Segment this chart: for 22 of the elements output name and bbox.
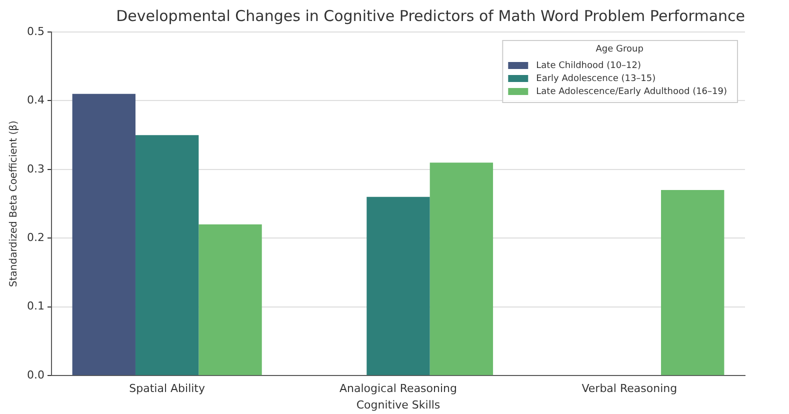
y-tick-label: 0.3 — [26, 162, 44, 176]
y-tick-label: 0.5 — [26, 24, 44, 38]
bar — [366, 196, 430, 376]
bar — [72, 94, 136, 376]
chart-title: Developmental Changes in Cognitive Predictors of Math Word Problem Performance — [116, 6, 745, 25]
x-axis-title: Cognitive Skills — [356, 398, 440, 412]
x-tick-label: Verbal Reasoning — [582, 382, 678, 396]
legend-label: Late Childhood (10–12) — [536, 60, 642, 71]
y-axis-title: Standardized Beta Coefficient (β) — [8, 120, 20, 288]
y-tick-label: 0.2 — [26, 231, 44, 244]
bar — [135, 135, 199, 376]
bar — [430, 162, 494, 376]
y-tick-label: 0.0 — [26, 368, 44, 382]
bar — [661, 190, 724, 376]
legend-title: Age Group — [596, 44, 644, 54]
x-tick-label: Spatial Ability — [129, 382, 206, 396]
legend-label: Late Adolescence/Early Adulthood (16–19) — [536, 86, 727, 97]
x-tick-label: Analogical Reasoning — [339, 382, 458, 396]
bar — [198, 224, 262, 376]
legend-label: Early Adolescence (13–15) — [536, 74, 656, 84]
y-tick-label: 0.4 — [26, 94, 44, 107]
y-tick-label: 0.1 — [26, 300, 44, 313]
